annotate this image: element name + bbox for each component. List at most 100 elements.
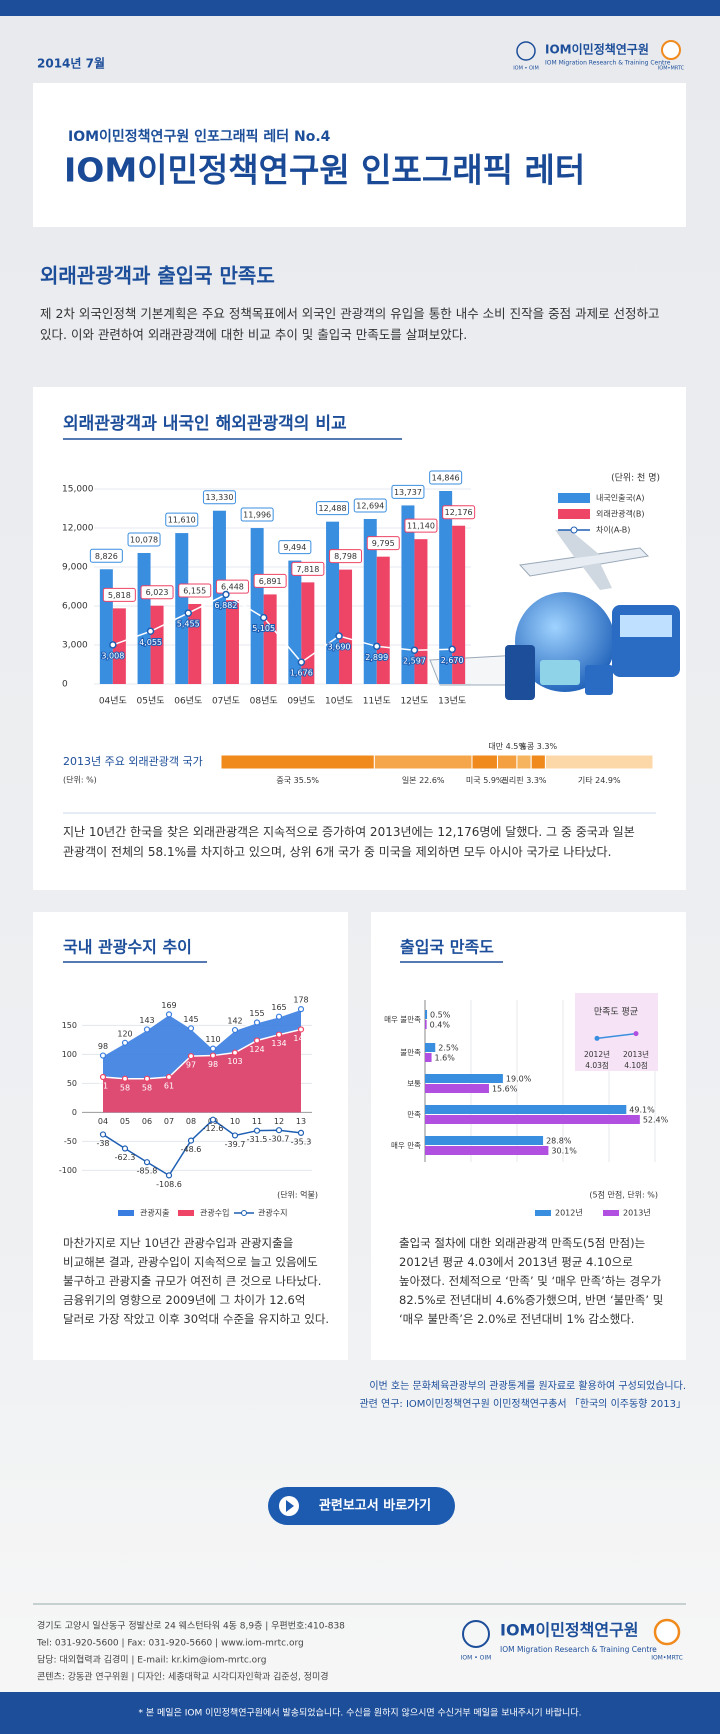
value-label-box <box>140 585 174 600</box>
logo-name: IOM이민정책연구원 <box>500 1621 639 1640</box>
category-label: 만족 <box>407 1110 421 1119</box>
value-label-box <box>178 583 212 598</box>
segment-label: 일본 22.6% <box>402 776 445 785</box>
logo-name: IOM이민정책연구원 <box>545 42 649 57</box>
bar-segment <box>471 754 498 770</box>
bar <box>137 552 151 684</box>
bar <box>425 1084 489 1093</box>
value-label-box <box>89 548 123 563</box>
point <box>109 641 117 649</box>
area <box>103 1029 301 1113</box>
value-label-box <box>278 540 312 555</box>
bar-segment <box>496 754 518 770</box>
card-title: 출입국 만족도 <box>400 938 494 957</box>
value-label: 5.9% <box>483 776 504 785</box>
value-label-box <box>165 512 199 527</box>
logo-subtitle: IOM Migration Research & Training Centre <box>545 60 671 67</box>
value-label: 1.6% <box>435 1054 456 1063</box>
point <box>187 1025 195 1032</box>
value-label: 103 <box>227 1057 242 1066</box>
point <box>335 632 343 640</box>
segment-label: 기타 24.9% <box>578 776 621 785</box>
card-title: 외래관광객과 내국인 해외관광객의 비교 <box>63 414 347 434</box>
value-label: 4.5% <box>506 742 527 751</box>
point <box>143 1159 151 1166</box>
value-label: 6,023 <box>146 588 169 597</box>
point <box>275 1127 283 1134</box>
x-tick-label: 07년도 <box>212 696 240 707</box>
legend-label: 관광지출 <box>140 1208 169 1218</box>
y-tick-label: 100 <box>62 1050 77 1059</box>
bar <box>225 600 239 684</box>
value-label: 178 <box>293 996 308 1005</box>
category-label: 불만족 <box>400 1048 421 1057</box>
value-label: 35.5% <box>294 776 320 785</box>
value-label: -108.6 <box>156 1180 182 1189</box>
bar-segment <box>220 754 375 770</box>
point <box>187 1053 195 1060</box>
point <box>222 590 230 599</box>
footer-line: Tel: 031-920-5600 | Fax: 031-920-5660 | … <box>36 1639 304 1649</box>
legend-swatch <box>535 1210 551 1216</box>
value-label: 58 <box>142 1083 152 1092</box>
bar <box>425 1105 627 1114</box>
line <box>102 1118 302 1177</box>
x-tick-label: 13 <box>296 1117 306 1126</box>
inset-category: 2013년 <box>623 1049 649 1059</box>
point <box>165 1172 173 1179</box>
top-bar <box>0 0 720 16</box>
bar <box>326 521 340 684</box>
value-label-box <box>353 498 387 513</box>
x-tick-label: 06 <box>142 1117 152 1126</box>
value-label: 143 <box>139 1016 154 1025</box>
header-card <box>33 83 686 227</box>
report-button[interactable]: 관련보고서 바로가기 <box>268 1487 455 1525</box>
value-label: -12.6 <box>203 1124 224 1133</box>
point <box>99 1131 107 1138</box>
point <box>184 609 192 617</box>
category-label: 필리핀 <box>502 775 524 785</box>
value-label: 124 <box>249 1045 264 1054</box>
logo-mark: IOM•MRTC <box>658 66 685 72</box>
point <box>165 1073 173 1081</box>
value-label: 3,008 <box>101 651 124 660</box>
value-label-box <box>240 507 274 522</box>
value-label: 2,670 <box>441 656 464 665</box>
bar <box>425 1074 503 1083</box>
y-tick-label: 50 <box>67 1079 77 1088</box>
x-tick-label: 06년도 <box>174 696 202 707</box>
logo-emblem <box>516 41 536 61</box>
section-title: 외래관광객과 출입국 만족도 <box>40 264 275 288</box>
bar <box>401 505 415 684</box>
value-label: 24.9% <box>595 776 621 785</box>
point <box>594 1035 600 1041</box>
date: 2014년 7월 <box>37 56 105 71</box>
series-title: IOM이민정책연구원 인포그래픽 레터 No.4 <box>68 128 331 145</box>
category-label: 미국 <box>466 776 481 785</box>
value-label: 19.0% <box>506 1075 532 1084</box>
line <box>596 1032 637 1040</box>
value-label: 30.1% <box>551 1147 577 1156</box>
legend-swatch <box>558 509 590 519</box>
button-label[interactable]: 관련보고서 바로가기 <box>319 1498 431 1514</box>
inset-title: 만족도 평균 <box>594 1007 638 1018</box>
value-label: 2.5% <box>438 1044 459 1053</box>
bar <box>425 1136 544 1145</box>
value-label: 61 <box>98 1082 108 1091</box>
card-title: 국내 관광수지 추이 <box>63 938 192 957</box>
point <box>253 1127 261 1134</box>
value-label: 0.4% <box>430 1021 451 1030</box>
value-label: 7,818 <box>296 565 319 574</box>
category-label: 홍콩 <box>519 741 534 751</box>
value-label: 61 <box>164 1082 174 1091</box>
point <box>373 642 381 651</box>
value-label: 10,078 <box>130 535 158 544</box>
value-label: 134 <box>271 1039 286 1048</box>
value-label: 8,826 <box>95 552 118 561</box>
legend-label: 2013년 <box>623 1208 651 1218</box>
footer-line: 경기도 고양시 일산동구 정발산로 24 웨스턴타워 4동 8,9층 | 우편번… <box>37 1620 345 1632</box>
y-tick-label: 150 <box>62 1021 77 1030</box>
logo-subtitle: IOM Migration Research & Training Centre <box>500 1645 657 1654</box>
bar <box>339 569 353 684</box>
